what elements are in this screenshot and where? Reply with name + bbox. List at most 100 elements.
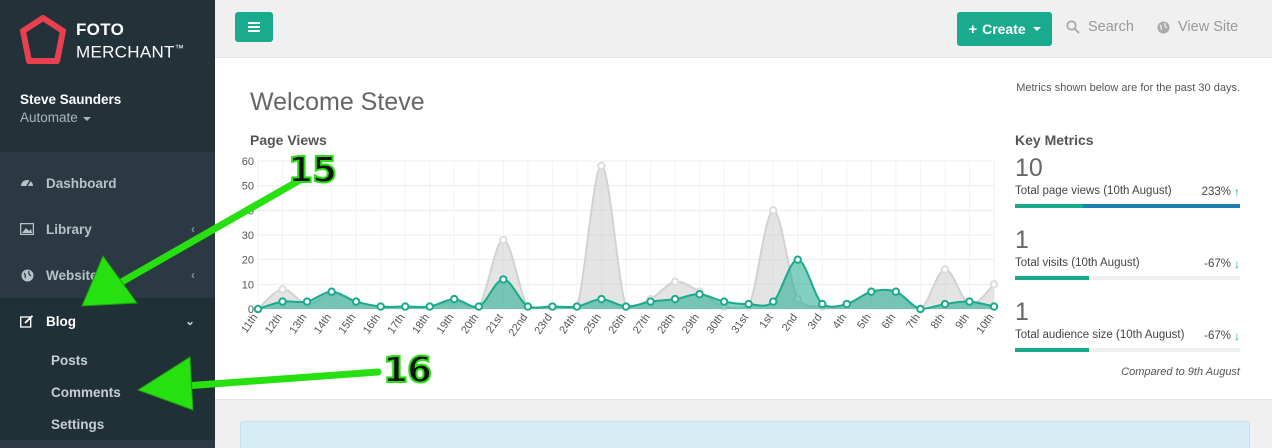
- x-tick-label: 6th: [880, 312, 899, 331]
- data-point: [916, 304, 925, 314]
- create-button[interactable]: + Create: [957, 12, 1052, 46]
- metric-visits: 1 Total visits (10th August) -67% ↓: [1015, 226, 1240, 280]
- data-point: [597, 294, 606, 304]
- y-tick-label: 20: [242, 255, 254, 267]
- metric-audience: 1 Total audience size (10th August) -67%…: [1015, 298, 1240, 352]
- y-tick-label: 0: [248, 304, 254, 316]
- x-tick-label: 4th: [831, 312, 850, 331]
- data-point: [548, 302, 557, 311]
- data-point: [253, 304, 263, 314]
- metrics-note: Metrics shown below are for the past 30 …: [1016, 82, 1240, 94]
- data-point: [376, 302, 385, 311]
- sidebar-item-library[interactable]: Library ‹: [0, 206, 215, 252]
- metric-percent: -67%: [1204, 258, 1231, 270]
- metric-value: 10: [1015, 154, 1043, 182]
- data-point: [278, 285, 287, 294]
- x-tick-label: 27th: [631, 312, 653, 336]
- x-tick-label: 18th: [410, 312, 432, 336]
- data-point: [597, 161, 606, 171]
- data-point: [940, 299, 950, 309]
- x-tick-label: 24th: [557, 312, 579, 336]
- data-point: [891, 287, 901, 296]
- x-tick-label: 19th: [435, 312, 457, 336]
- x-tick-label: 23rd: [532, 312, 554, 337]
- data-point: [695, 290, 704, 299]
- logo-line1: FOTO: [76, 20, 125, 40]
- metric-label: Total page views (10th August): [1015, 185, 1172, 197]
- metric-value: 1: [1015, 226, 1029, 254]
- data-point: [769, 297, 778, 306]
- metric-percent: -67%: [1204, 330, 1231, 342]
- data-point: [842, 299, 851, 309]
- x-tick-label: 16th: [361, 312, 383, 336]
- data-point: [499, 235, 508, 245]
- data-point: [646, 297, 655, 306]
- logo-pentagon-icon: [20, 15, 66, 64]
- user-role-dropdown[interactable]: Automate: [20, 110, 91, 125]
- sidebar-item-label: Website: [46, 267, 98, 283]
- data-point: [474, 302, 484, 311]
- user-name: Steve Saunders: [20, 92, 122, 107]
- x-tick-label: 26th: [606, 312, 628, 336]
- x-tick-label: 28th: [655, 312, 677, 336]
- submenu-item-comments[interactable]: Comments: [51, 384, 121, 400]
- arrow-down-icon: ↓: [1234, 257, 1240, 271]
- blog-submenu: Posts Comments Settings: [0, 344, 215, 440]
- logo-text: FOTO MERCHANT™: [76, 20, 184, 62]
- x-tick-label: 1st: [757, 312, 775, 331]
- submenu-item-posts[interactable]: Posts: [51, 352, 88, 368]
- x-tick-label: 13th: [287, 312, 309, 336]
- image-icon: [20, 222, 34, 236]
- sidebar-item-blog[interactable]: Blog ⌄: [0, 298, 215, 344]
- sidebar-item-website[interactable]: Website ‹: [0, 252, 215, 298]
- metric-label: Total visits (10th August): [1015, 257, 1140, 269]
- view-site-link[interactable]: View Site: [1157, 19, 1238, 35]
- chevron-left-icon: ‹: [191, 268, 195, 282]
- metric-label: Total audience size (10th August): [1015, 329, 1185, 341]
- x-tick-label: 9th: [953, 312, 972, 331]
- key-metrics: Key Metrics 10 Total page views (10th Au…: [1015, 132, 1240, 352]
- page-title: Welcome Steve: [250, 88, 425, 116]
- page-views-title: Page Views: [250, 132, 327, 148]
- globe-icon: [1157, 21, 1170, 33]
- menu-toggle-button[interactable]: [235, 12, 273, 42]
- plus-icon: +: [968, 20, 978, 38]
- x-tick-label: 25th: [582, 312, 604, 336]
- x-tick-label: 21st: [484, 312, 506, 336]
- data-point: [867, 287, 876, 296]
- data-point: [670, 277, 680, 287]
- metric-progress-bar: [1015, 348, 1240, 352]
- search-link[interactable]: Search: [1066, 19, 1134, 35]
- y-tick-label: 10: [242, 279, 254, 291]
- data-point: [793, 255, 802, 264]
- x-tick-label: 29th: [680, 312, 702, 336]
- page-views-chart: 0 10 20 30 40 50 60 11th 12th 13th 14th 15th 16th 17t…: [242, 156, 999, 339]
- data-point: [302, 297, 312, 306]
- globe-icon: [20, 268, 34, 282]
- search-label: Search: [1088, 19, 1134, 35]
- x-tick-label: 17th: [386, 312, 408, 336]
- create-label: Create: [982, 21, 1026, 37]
- data-point: [572, 302, 582, 311]
- data-point: [719, 297, 729, 306]
- dashboard-icon: [20, 176, 34, 190]
- metric-progress-bar: [1015, 276, 1240, 280]
- y-tick-label: 30: [242, 230, 254, 242]
- submenu-item-settings[interactable]: Settings: [51, 416, 105, 432]
- x-tick-label: 12th: [263, 312, 285, 336]
- sidebar-item-dashboard[interactable]: Dashboard: [0, 160, 215, 206]
- view-site-label: View Site: [1178, 19, 1239, 35]
- sidebar-item-label: Library: [46, 221, 92, 237]
- x-tick-label: 10th: [974, 312, 996, 336]
- y-tick-label: 40: [242, 205, 254, 217]
- x-tick-label: 20th: [459, 312, 481, 336]
- data-point: [769, 206, 778, 215]
- logo[interactable]: FOTO MERCHANT™: [20, 15, 184, 67]
- y-tick-label: 50: [242, 181, 254, 193]
- x-tick-label: 2nd: [780, 312, 800, 334]
- metric-value: 1: [1015, 298, 1029, 326]
- data-point: [450, 294, 459, 304]
- x-tick-label: 5th: [855, 312, 874, 331]
- x-tick-label: 11th: [242, 312, 260, 336]
- hamburger-icon: [248, 22, 260, 32]
